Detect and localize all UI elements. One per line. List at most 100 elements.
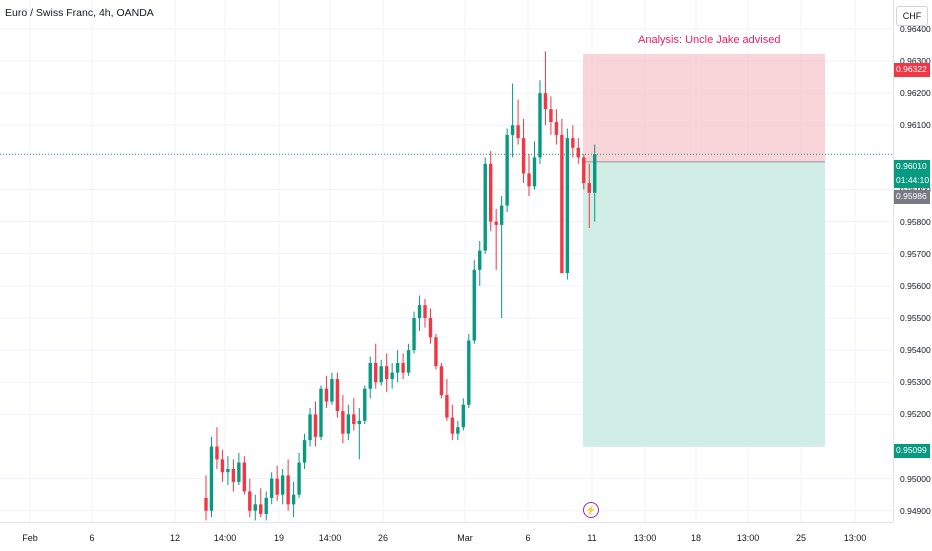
price-axis[interactable]: [893, 0, 932, 522]
take-profit-tag: 0.95099: [894, 444, 930, 458]
candle-body: [363, 388, 367, 421]
candle-body: [313, 414, 318, 437]
candle-body: [308, 414, 312, 441]
candle-body: [560, 134, 564, 274]
candle-body: [324, 388, 329, 402]
candle-body: [346, 414, 351, 434]
time-axis-label: 13:00: [736, 533, 760, 543]
price-axis-label: 0.96300: [900, 56, 931, 67]
candle-body: [352, 414, 356, 425]
candle-body: [248, 491, 252, 511]
candle-body: [494, 221, 498, 225]
candle-body: [543, 93, 548, 110]
price-axis-label: 0.96100: [900, 120, 931, 131]
take-profit-zone: [583, 161, 825, 447]
candle-body: [532, 157, 537, 187]
candle-body: [390, 372, 394, 380]
candle-body: [423, 305, 427, 319]
countdown-tag: 01:44:10: [894, 174, 930, 188]
candle-body: [204, 497, 208, 511]
price-axis-label: 0.96200: [900, 88, 931, 99]
price-axis-label: 0.94900: [900, 505, 931, 516]
candle-body: [461, 404, 466, 428]
time-axis-label: 6: [525, 533, 531, 543]
time-axis-label: 25: [795, 533, 807, 543]
candle-body: [341, 411, 345, 434]
candle-body: [330, 379, 334, 402]
price-axis-label: 0.95700: [900, 248, 931, 259]
candle-body: [286, 475, 290, 505]
currency-button[interactable]: CHF: [896, 6, 928, 26]
candle-body: [259, 504, 263, 514]
candle-body: [264, 497, 268, 514]
candle-body: [302, 440, 307, 463]
price-axis-label: 0.95900: [900, 185, 931, 195]
stop-loss-tag: 0.96322: [894, 63, 930, 77]
candle-body: [467, 340, 471, 405]
time-axis-label: 14:00: [213, 533, 237, 543]
price-axis-label: 0.95500: [900, 313, 931, 324]
time-axis-label: 13:00: [843, 533, 867, 543]
candle-body: [593, 154, 597, 193]
candle-body: [270, 478, 274, 498]
candle-body: [456, 427, 460, 434]
time-axis-label: 12: [169, 533, 181, 543]
price-axis-label: 0.95800: [900, 216, 931, 227]
time-axis[interactable]: [0, 522, 893, 551]
price-axis-label: 0.95000: [900, 473, 931, 484]
candle-body: [384, 366, 389, 380]
price-axis-label: 0.95300: [900, 377, 931, 388]
candle-body: [297, 462, 301, 495]
price-axis-label: 0.95400: [900, 345, 931, 356]
candle-body: [505, 134, 509, 206]
time-axis-label: 6: [89, 533, 95, 543]
price-axis-label: 0.95200: [900, 409, 931, 420]
time-axis-label: Mar: [457, 533, 473, 543]
candle-body: [587, 183, 591, 193]
candle-body: [499, 205, 504, 225]
candle-body: [209, 446, 214, 511]
time-axis-label: 14:00: [318, 533, 342, 543]
candle-body: [319, 388, 323, 437]
stop-loss-zone: [583, 53, 825, 162]
candle-body: [445, 395, 449, 418]
symbol-legend[interactable]: Euro / Swiss Franc, 4h, OANDA: [5, 7, 154, 19]
current-price-tag: 0.96010: [894, 160, 930, 174]
candle-body: [226, 468, 230, 473]
candle-body: [231, 468, 236, 482]
candle-body: [489, 163, 493, 222]
candle-body: [439, 366, 444, 396]
candle-body: [527, 173, 531, 187]
candle-body: [220, 459, 225, 473]
candlestick-chart[interactable]: [0, 0, 893, 522]
candle-body: [417, 305, 422, 319]
analysis-annotation[interactable]: Analysis: Uncle Jake advised: [638, 34, 781, 46]
candle-body: [576, 147, 580, 158]
candle-body: [478, 250, 482, 270]
candle-body: [582, 157, 586, 184]
time-axis-label: 26: [377, 533, 389, 543]
price-axis-label: 0.95600: [900, 280, 931, 291]
candle-body: [450, 417, 455, 434]
candle-body: [554, 122, 559, 135]
candle-body: [406, 350, 411, 373]
candle-body: [516, 125, 520, 139]
time-axis-label: 18: [690, 533, 702, 543]
candle-body: [428, 318, 433, 338]
candle-body: [357, 420, 361, 425]
candle-body: [374, 362, 378, 383]
candle-body: [510, 125, 515, 135]
time-axis-label: Feb: [22, 533, 38, 543]
candle-body: [549, 109, 553, 123]
candle-body: [275, 478, 279, 495]
candle-body: [538, 93, 542, 158]
candle-body: [565, 138, 570, 274]
candle-body: [483, 163, 487, 251]
candle-body: [434, 337, 438, 367]
time-axis-label: 13:00: [633, 533, 657, 543]
candle-body: [368, 362, 372, 389]
lightning-event-icon[interactable]: ⚡: [583, 502, 599, 518]
candle-body: [291, 494, 296, 505]
chart-plot-area[interactable]: [0, 0, 893, 522]
candle-body: [237, 462, 241, 482]
